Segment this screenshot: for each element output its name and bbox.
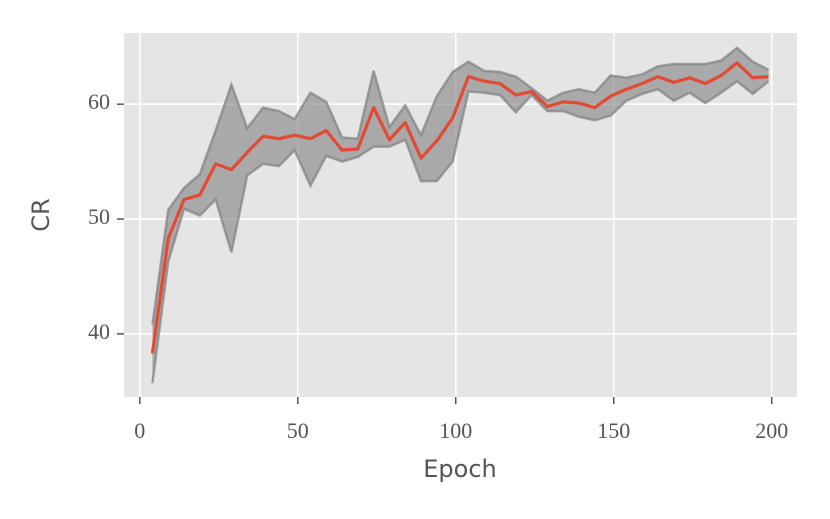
- x-tick-label: 100: [439, 418, 472, 443]
- band-edge: [151, 79, 770, 384]
- series-line: [150, 61, 769, 354]
- y-axis-label: CR: [27, 198, 55, 231]
- x-tick-label: 150: [597, 418, 630, 443]
- x-tick-label: 50: [287, 418, 309, 443]
- y-tick-label: 40: [88, 319, 110, 344]
- x-axis-label: Epoch: [423, 455, 497, 483]
- band-edge: [151, 46, 770, 325]
- x-tick-label: 0: [134, 418, 145, 443]
- y-tick-label: 60: [88, 89, 110, 114]
- x-tick-label: 200: [755, 418, 788, 443]
- y-tick-label: 50: [88, 204, 110, 229]
- marks: [150, 46, 770, 384]
- band-area: [152, 47, 769, 384]
